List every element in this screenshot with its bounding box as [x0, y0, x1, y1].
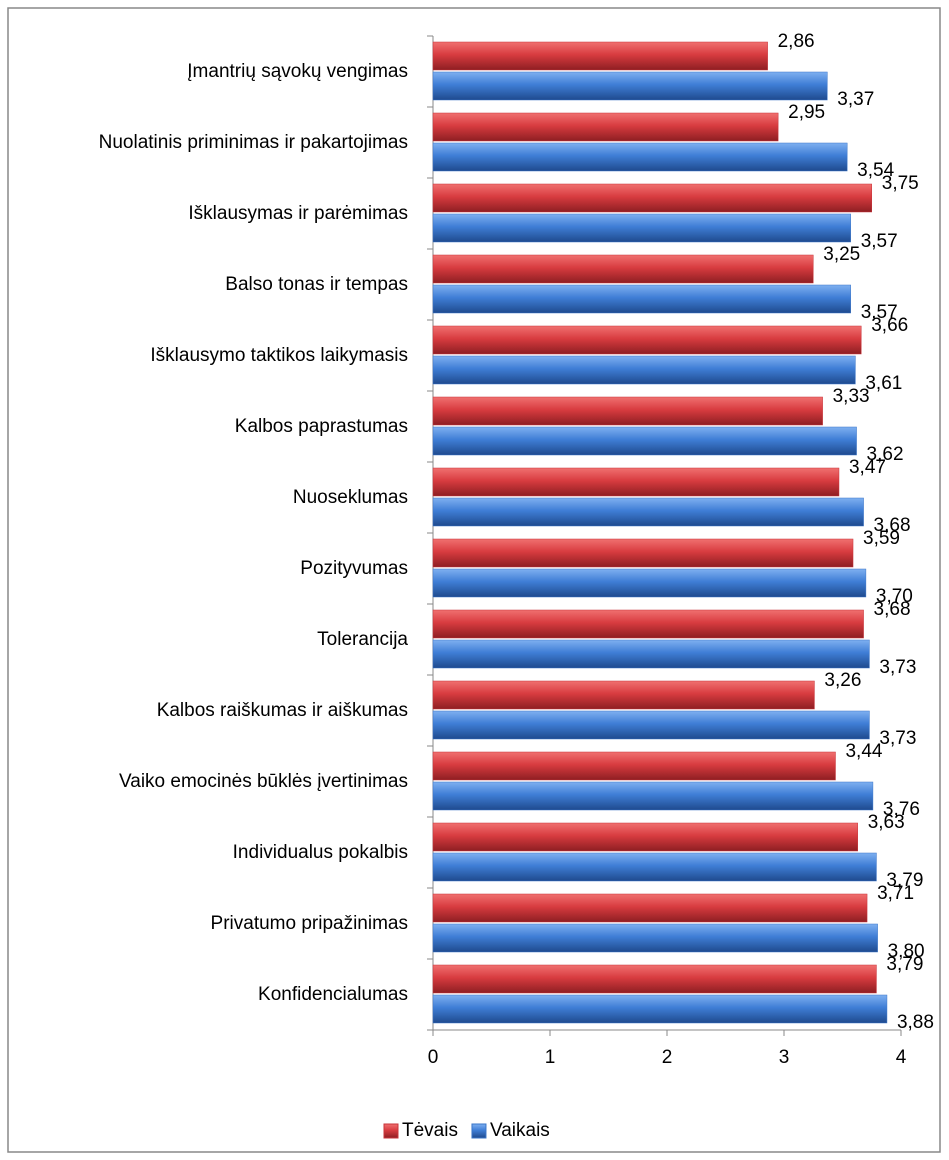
- value-label: 2,86: [778, 31, 815, 52]
- bar: [432, 467, 840, 497]
- category-text: Vaiko emocinės būklės įvertinimas: [119, 770, 408, 792]
- bar: [432, 964, 877, 994]
- bar: [432, 639, 870, 669]
- bar: [432, 426, 857, 456]
- value-label: 3,68: [874, 599, 911, 620]
- value-label: 3,71: [877, 883, 914, 904]
- value-label: 3,80: [888, 941, 925, 962]
- legend-label: Vaikais: [490, 1120, 550, 1141]
- category-text: Kalbos raiškumas ir aiškumas: [156, 699, 408, 721]
- category-text: Privatumo pripažinimas: [210, 912, 408, 934]
- x-tick-label: 0: [428, 1047, 439, 1068]
- bar: [432, 568, 867, 598]
- value-label: 3,62: [867, 444, 904, 465]
- x-tick-label: 4: [896, 1047, 907, 1068]
- bar: [432, 994, 888, 1024]
- bar: [432, 680, 815, 710]
- bar: [432, 852, 877, 882]
- value-label: 3,68: [874, 515, 911, 536]
- bar: [432, 112, 779, 142]
- bar: [432, 822, 858, 852]
- category-text: Nuoseklumas: [292, 486, 408, 508]
- category-text: Nuolatinis priminimas ir pakartojimas: [98, 131, 408, 153]
- category-text: Išklausymo taktikos laikymasis: [150, 344, 408, 366]
- chart-border: [7, 7, 941, 1153]
- value-label: 3,73: [879, 657, 916, 678]
- value-label: 3,73: [879, 728, 916, 749]
- bar: [432, 284, 851, 314]
- category-text: Kalbos paprastumas: [234, 415, 408, 437]
- bar: [432, 41, 768, 71]
- bar: [432, 355, 856, 385]
- bar: [432, 396, 823, 426]
- x-tick-label: 1: [545, 1047, 556, 1068]
- category-text: Konfidencialumas: [258, 983, 408, 1005]
- bar: [432, 497, 864, 527]
- x-tick-label: 3: [779, 1047, 790, 1068]
- value-label: 3,57: [861, 302, 898, 323]
- category-label: Individualus pokalbis: [63, 817, 408, 888]
- legend-swatch: [383, 1123, 399, 1139]
- bar: [432, 751, 836, 781]
- category-label: Privatumo pripažinimas: [63, 888, 408, 959]
- value-label: 2,95: [788, 102, 825, 123]
- bar: [432, 923, 878, 953]
- value-label: 3,63: [868, 812, 905, 833]
- category-text: Išklausymas ir parėmimas: [188, 202, 408, 224]
- value-label: 3,75: [882, 173, 919, 194]
- legend-swatch: [471, 1123, 487, 1139]
- bar: [432, 609, 864, 639]
- value-label: 3,66: [871, 315, 908, 336]
- value-label: 3,54: [857, 160, 894, 181]
- category-label: Išklausymas ir parėmimas: [63, 178, 408, 249]
- value-label: 3,47: [849, 457, 886, 478]
- x-tick-label: 2: [662, 1047, 673, 1068]
- category-label: Balso tonas ir tempas: [63, 249, 408, 320]
- bar: [432, 781, 874, 811]
- value-label: 3,61: [865, 373, 902, 394]
- category-label: Nuoseklumas: [63, 462, 408, 533]
- value-label: 3,79: [886, 954, 923, 975]
- value-label: 3,33: [833, 386, 870, 407]
- category-label: Nuolatinis priminimas ir pakartojimas: [63, 107, 408, 178]
- value-label: 3,57: [861, 231, 898, 252]
- category-label: Kalbos raiškumas ir aiškumas: [63, 675, 408, 746]
- bar: [432, 325, 862, 355]
- category-text: Tolerancija: [317, 628, 408, 650]
- value-label: 3,37: [837, 89, 874, 110]
- value-label: 3,70: [876, 586, 913, 607]
- category-text: Individualus pokalbis: [232, 841, 408, 863]
- bar: [432, 538, 854, 568]
- category-text: Balso tonas ir tempas: [225, 273, 408, 295]
- category-label: Išklausymo taktikos laikymasis: [63, 320, 408, 391]
- category-label: Tolerancija: [63, 604, 408, 675]
- bar: [432, 71, 828, 101]
- bar: [432, 183, 872, 213]
- value-label: 3,44: [845, 741, 882, 762]
- value-label: 3,79: [886, 870, 923, 891]
- value-label: 3,88: [897, 1012, 934, 1033]
- bar: [432, 142, 848, 172]
- value-label: 3,59: [863, 528, 900, 549]
- bar: [432, 710, 870, 740]
- value-label: 3,25: [823, 244, 860, 265]
- bar: [432, 213, 851, 243]
- category-label: Įmantrių sąvokų vengimas: [63, 36, 408, 107]
- category-label: Vaiko emocinės būklės įvertinimas: [63, 746, 408, 817]
- value-label: 3,76: [883, 799, 920, 820]
- category-label: Kalbos paprastumas: [63, 391, 408, 462]
- legend-label: Tėvais: [402, 1120, 458, 1141]
- category-text: Pozityvumas: [300, 557, 408, 579]
- category-text: Įmantrių sąvokų vengimas: [187, 60, 408, 82]
- bar: [432, 893, 868, 923]
- value-label: 3,26: [824, 670, 861, 691]
- category-label: Pozityvumas: [63, 533, 408, 604]
- bar: [432, 254, 814, 284]
- category-label: Konfidencialumas: [63, 959, 408, 1030]
